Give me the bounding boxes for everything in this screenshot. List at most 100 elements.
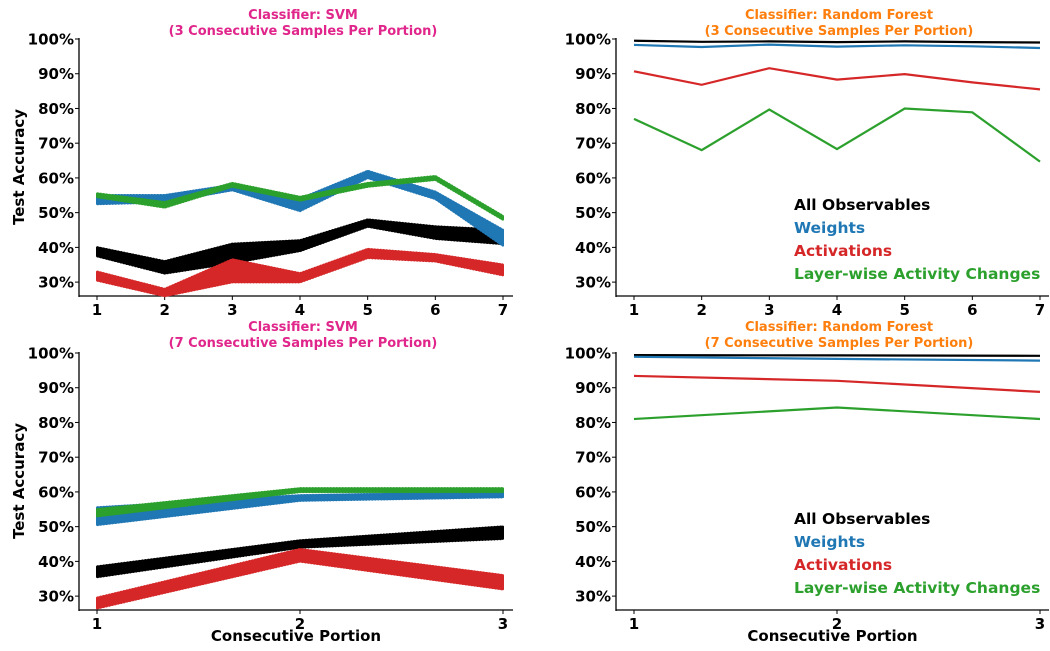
y-tick-label: 80% [38,414,74,432]
legend-entry-activations: Activations [794,242,892,260]
y-tick-label: 30% [38,274,74,292]
series-weights [96,490,504,527]
chart-title: Classifier: SVM [248,320,358,335]
x-tick-label: 2 [832,615,842,633]
x-axis-label: Consecutive Portion [211,627,381,645]
series-activations [96,547,504,610]
chart-title: Classifier: Random Forest [745,8,933,23]
x-axis-label: Consecutive Portion [747,627,917,645]
series-band-edge [96,176,504,247]
x-tick-label: 5 [362,301,372,319]
series-activations [633,374,1041,393]
series-band-edge [96,218,504,263]
x-tick-label: 6 [430,301,440,319]
x-tick-label: 2 [159,301,169,319]
y-tick-label: 50% [575,204,611,222]
x-tick-label: 1 [92,301,102,319]
series-layer-wise-activity-changes [633,107,1041,163]
y-tick-label: 60% [575,169,611,187]
y-tick-label: 90% [575,379,611,397]
series-band-edge [96,487,503,511]
y-tick-label: 100% [565,345,611,363]
series-line [633,67,1041,91]
series-band-edge [96,547,504,600]
chart-subtitle: (7 Consecutive Samples Per Portion) [169,336,438,351]
y-tick-label: 100% [28,31,74,49]
y-tick-label: 70% [38,449,74,467]
series-band-edge [96,174,504,218]
legend-entry-all-observables: All Observables [794,510,930,528]
y-tick-label: 60% [38,483,74,501]
x-tick-label: 2 [295,615,305,633]
x-tick-label: 1 [629,615,639,633]
series-band-edge [96,537,504,579]
y-tick-label: 90% [38,65,74,83]
y-tick-label: 30% [575,274,611,292]
series-line [633,355,1041,362]
y-axis-label: Test Accuracy [10,423,28,539]
chart-title: Classifier: Random Forest [745,320,933,335]
chart-subtitle: (7 Consecutive Samples Per Portion) [705,336,974,351]
series-all-observables [633,39,1041,44]
series-activations [633,67,1041,91]
y-tick-label: 40% [575,553,611,571]
series-all-observables [96,525,504,579]
x-tick-label: 3 [498,615,508,633]
x-tick-label: 2 [696,301,706,319]
legend-entry-layer-wise-activity-changes: Layer-wise Activity Changes [794,265,1040,283]
chart-subtitle: (3 Consecutive Samples Per Portion) [705,24,974,39]
chart-subtitle: (3 Consecutive Samples Per Portion) [169,24,438,39]
panel-3: Classifier: SVM(7 Consecutive Samples Pe… [10,320,513,645]
y-tick-label: 70% [575,135,611,153]
x-tick-label: 5 [899,301,909,319]
y-tick-label: 70% [38,135,74,153]
series-band-edge [96,560,504,610]
x-tick-label: 7 [498,301,508,319]
y-tick-label: 60% [575,483,611,501]
series-line [633,406,1041,421]
y-tick-label: 90% [575,65,611,83]
series-band-edge [96,525,504,568]
y-axis-label: Test Accuracy [10,109,28,225]
y-tick-label: 80% [38,100,74,118]
y-tick-label: 100% [565,31,611,49]
y-tick-label: 100% [28,345,74,363]
series-all-observables [96,218,504,275]
legend-entry-all-observables: All Observables [794,196,930,214]
series-line [633,107,1041,163]
y-tick-label: 90% [38,379,74,397]
x-tick-label: 6 [967,301,977,319]
series-layer-wise-activity-changes [96,174,504,221]
series-line [633,374,1041,393]
panel-4: Classifier: Random Forest(7 Consecutive … [565,320,1049,645]
y-tick-label: 40% [38,553,74,571]
y-tick-label: 70% [575,449,611,467]
series-band-edge [96,247,504,291]
panel-1: Classifier: SVM(3 Consecutive Samples Pe… [10,8,513,319]
series-activations [96,247,504,298]
series-line [633,39,1041,44]
y-tick-label: 40% [575,239,611,257]
y-tick-label: 80% [575,414,611,432]
series-band-edge [96,495,504,527]
series-band-edge [96,178,504,221]
series-layer-wise-activity-changes [96,487,504,518]
panel-2: Classifier: Random Forest(3 Consecutive … [565,8,1049,319]
series-band-edge [96,256,504,298]
x-tick-label: 4 [295,301,305,319]
y-tick-label: 30% [575,588,611,606]
y-tick-label: 80% [575,100,611,118]
legend: All Observables Weights Activations Layer-w… [794,196,1040,283]
legend-entry-activations: Activations [794,556,892,574]
series-band-edge [96,225,504,275]
series-all-observables [633,354,1041,357]
y-tick-label: 60% [38,169,74,187]
legend-entry-layer-wise-activity-changes: Layer-wise Activity Changes [794,579,1040,597]
x-tick-label: 3 [764,301,774,319]
y-tick-label: 50% [575,518,611,536]
x-tick-label: 3 [1035,615,1045,633]
series-band-edge [96,490,503,518]
x-tick-label: 7 [1035,301,1045,319]
legend-entry-weights: Weights [794,219,865,237]
